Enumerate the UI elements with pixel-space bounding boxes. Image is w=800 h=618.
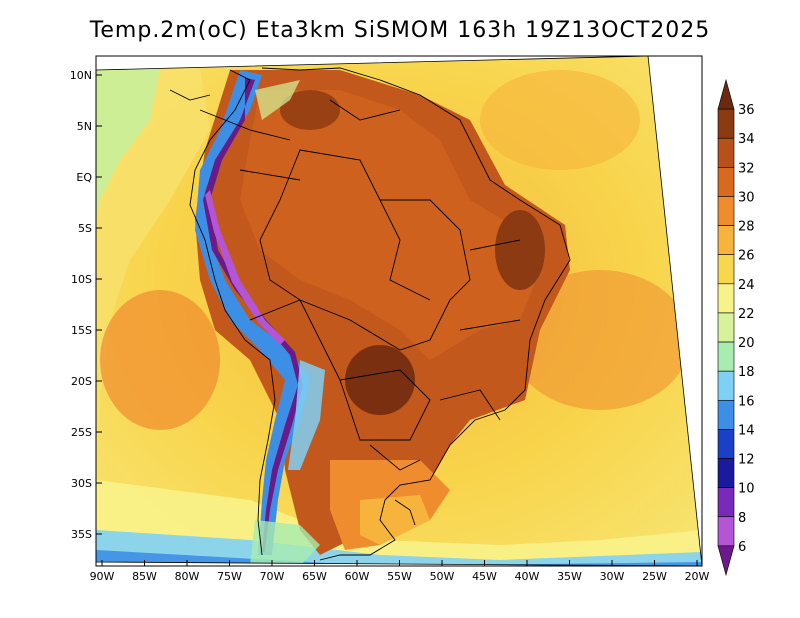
lon-tick-label: 75W: [217, 570, 242, 583]
colorbar-arrow-top: [717, 78, 735, 110]
colorbar-segment: [717, 137, 735, 168]
lon-tick-label: 25W: [642, 570, 667, 583]
lat-tick-label: 10N: [70, 69, 92, 82]
temperature-field: [96, 56, 702, 566]
colorbar-label: 14: [738, 423, 755, 438]
colorbar-segment: [717, 108, 735, 139]
lon-tick-label: 45W: [472, 570, 497, 583]
colorbar-segment: [717, 312, 735, 343]
colorbar-label: 36: [738, 103, 755, 118]
lon-tick-label: 35W: [557, 570, 582, 583]
colorbar-arrow-bottom: [717, 545, 735, 577]
lat-tick-label: 15S: [71, 324, 92, 337]
lon-tick-label: 65W: [302, 570, 327, 583]
lon-tick-label: 30W: [600, 570, 625, 583]
colorbar-label: 24: [738, 278, 755, 293]
colorbar-label: 30: [738, 190, 755, 205]
colorbar-segment: [717, 341, 735, 372]
lat-tick-label: 5S: [78, 222, 92, 235]
lon-tick-label: 20W: [685, 570, 710, 583]
colorbar-segment: [717, 399, 735, 430]
lat-tick-label: 20S: [71, 375, 92, 388]
colorbar: 36 34 32 30 28 26 24 22 20 18 16 14 12 10 8 6: [717, 78, 755, 577]
colorbar-segment: [717, 225, 735, 256]
lon-tick-label: 80W: [175, 570, 200, 583]
colorbar-segment: [717, 283, 735, 314]
colorbar-label: 34: [738, 132, 755, 147]
colorbar-label: 18: [738, 365, 755, 380]
colorbar-segment: [717, 516, 735, 547]
map-title: Temp.2m(oC) Eta3km SiSMOM 163h 19Z13OCT2…: [89, 18, 711, 43]
colorbar-label: 32: [738, 161, 755, 176]
longitude-axis: 90W 85W 80W 75W 70W 65W 60W 55W 50W 45W 40W 35W 30W 2…: [90, 560, 710, 583]
lon-tick-label: 50W: [430, 570, 455, 583]
lat-tick-label: 35S: [71, 528, 92, 541]
colorbar-segment: [717, 429, 735, 459]
colorbar-label: 12: [738, 453, 755, 468]
coastlines-and-borders: [169, 67, 571, 561]
colorbar-label: 6: [738, 540, 746, 555]
colorbar-segment: [717, 487, 735, 518]
colorbar-label: 26: [738, 249, 755, 264]
colorbar-label: 8: [738, 511, 746, 526]
lon-tick-label: 85W: [132, 570, 157, 583]
lat-tick-label: 5N: [77, 120, 92, 133]
colorbar-segment: [717, 458, 735, 488]
colorbar-segment: [717, 167, 735, 197]
lat-tick-label: 25S: [71, 426, 92, 439]
colorbar-label: 22: [738, 307, 755, 322]
lat-tick-label: 30S: [71, 477, 92, 490]
lon-tick-label: 40W: [515, 570, 540, 583]
lon-tick-label: 70W: [260, 570, 285, 583]
colorbar-segment: [717, 370, 735, 401]
colorbar-segment: [717, 196, 735, 226]
colorbar-label: 10: [738, 482, 755, 497]
colorbar-label: 20: [738, 336, 755, 351]
lon-tick-label: 90W: [90, 570, 115, 583]
colorbar-label: 16: [738, 394, 755, 409]
colorbar-label: 28: [738, 220, 755, 235]
colorbar-segment: [717, 254, 735, 285]
lat-tick-label: EQ: [76, 171, 92, 184]
lon-tick-label: 60W: [345, 570, 370, 583]
lon-tick-label: 55W: [387, 570, 412, 583]
latitude-axis: 10N 5N EQ 5S 10S 15S 20S 25S 30S 35S: [70, 69, 102, 541]
lat-tick-label: 10S: [71, 273, 92, 286]
